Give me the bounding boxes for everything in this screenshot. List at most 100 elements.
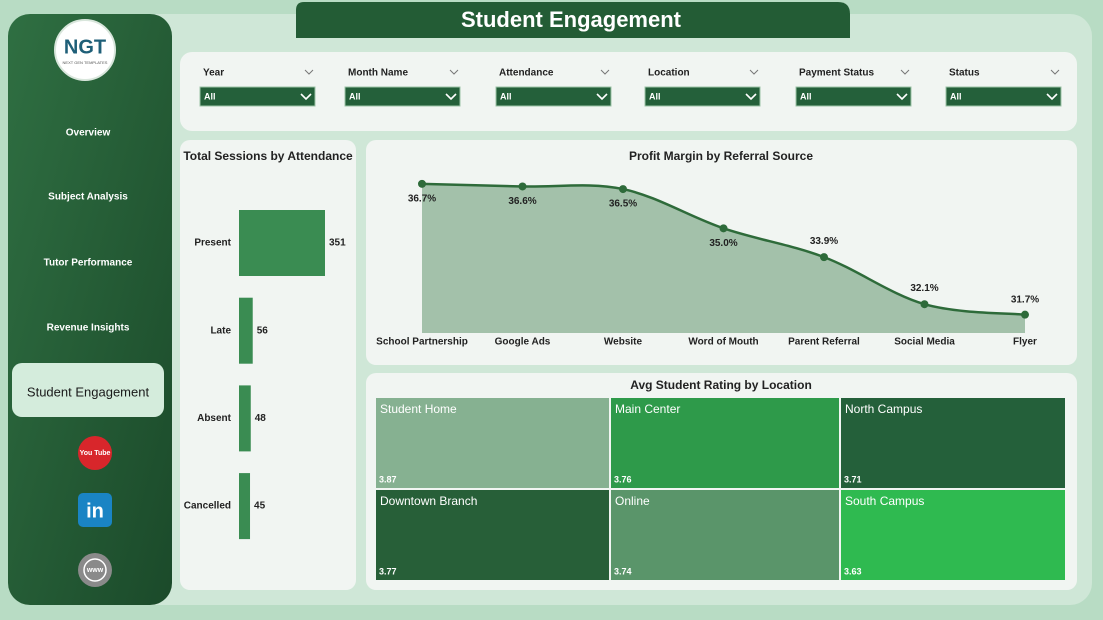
filter-bar (180, 52, 1077, 131)
treemap-cell (611, 398, 839, 488)
dropdown-value: All (649, 91, 661, 101)
card (180, 140, 356, 590)
dropdown-value: All (349, 91, 361, 101)
cell-label: Student Home (380, 402, 457, 416)
sidebar (8, 14, 172, 605)
chevron (300, 93, 312, 101)
dropdown[interactable] (344, 86, 461, 107)
x-tick-label: Website (604, 337, 643, 348)
cell-label: Downtown Branch (380, 494, 477, 508)
dropdown[interactable] (199, 86, 316, 107)
cell-value: 3.63 (844, 566, 862, 576)
chart-title: Total Sessions by Attendance (183, 149, 353, 163)
x-tick-label: Word of Mouth (688, 337, 758, 348)
value-label: 35.0% (709, 238, 737, 249)
nav-item[interactable]: Overview (66, 128, 111, 139)
bar (239, 473, 251, 540)
x-tick-label: Google Ads (495, 337, 551, 348)
web-icon[interactable] (78, 553, 112, 587)
cell-value: 3.71 (844, 474, 862, 484)
icon-label: in (86, 500, 104, 522)
cell-value: 3.87 (379, 474, 397, 484)
value-label: 32.1% (910, 283, 938, 294)
logo-text: NGT (64, 36, 106, 58)
chart-title: Avg Student Rating by Location (630, 378, 812, 392)
value-label: 31.7% (1011, 294, 1039, 305)
bar (239, 385, 251, 452)
chevron (445, 93, 457, 101)
point (619, 185, 627, 194)
value-label: 351 (329, 238, 346, 249)
title-banner (296, 2, 850, 38)
chevron (600, 69, 610, 75)
dropdown[interactable] (795, 86, 912, 107)
treemap-cell (376, 398, 609, 488)
cell-value: 3.74 (614, 566, 632, 576)
filter-label: Status (949, 68, 980, 79)
treemap-cell (841, 398, 1065, 488)
area (422, 183, 1025, 333)
logo (54, 19, 116, 81)
dropdown[interactable] (495, 86, 612, 107)
chart-title: Profit Margin by Referral Source (629, 149, 813, 163)
value-label: 36.5% (609, 199, 637, 210)
chevron (900, 69, 910, 75)
chevron (304, 69, 314, 75)
nav-active (12, 363, 164, 417)
value-label: 36.6% (508, 196, 536, 207)
point (920, 300, 929, 309)
nav-item[interactable]: Subject Analysis (48, 192, 128, 203)
chevron (449, 69, 459, 75)
value-label: 33.9% (810, 236, 838, 247)
dropdown-value: All (950, 91, 962, 101)
category-label: Cancelled (184, 501, 231, 512)
filter-label: Year (203, 68, 224, 79)
chevron (896, 93, 908, 101)
filter-label: Location (648, 68, 690, 79)
category-label: Late (210, 325, 231, 336)
filter-label: Month Name (348, 68, 408, 79)
nav-item[interactable]: Tutor Performance (44, 258, 133, 269)
nav-item[interactable]: Student Engagement (27, 384, 150, 399)
bar (239, 297, 253, 364)
dropdown[interactable] (644, 86, 761, 107)
value-label: 56 (257, 325, 269, 336)
cell-value: 3.76 (614, 474, 632, 484)
x-tick-label: Social Media (894, 337, 955, 348)
point (719, 224, 728, 233)
globe (83, 558, 107, 582)
point (518, 182, 527, 191)
point (820, 253, 828, 262)
treemap-cell (376, 490, 609, 580)
chevron (1046, 93, 1058, 101)
cell-value: 3.77 (379, 566, 397, 576)
bar (239, 210, 325, 276)
category-label: Present (194, 238, 231, 249)
x-tick-label: School Partnership (376, 337, 468, 348)
chevron (1050, 69, 1060, 75)
icon-label: www (86, 567, 104, 574)
category-label: Absent (197, 413, 232, 424)
linkedin-icon[interactable] (78, 493, 112, 527)
x-tick-label: Parent Referral (788, 337, 860, 348)
treemap-cell (611, 490, 839, 580)
value-label: 36.7% (408, 193, 436, 204)
value-label: 48 (255, 413, 267, 424)
cell-label: Main Center (615, 402, 680, 416)
youtube-icon[interactable] (78, 436, 112, 470)
logo-subtext: NEXT GEN TEMPLATES (63, 60, 108, 65)
dropdown-value: All (204, 91, 216, 101)
dropdown-value: All (800, 91, 812, 101)
nav-item[interactable]: Revenue Insights (47, 323, 130, 334)
dropdown[interactable] (945, 86, 1062, 107)
cell-label: North Campus (845, 402, 922, 416)
filter-label: Payment Status (799, 68, 874, 79)
treemap-cell (841, 490, 1065, 580)
point (418, 179, 426, 188)
chevron (596, 93, 608, 101)
chevron (749, 69, 759, 75)
social-icons (78, 436, 112, 587)
page-title: Student Engagement (461, 7, 682, 32)
filter-label: Attendance (499, 68, 554, 79)
